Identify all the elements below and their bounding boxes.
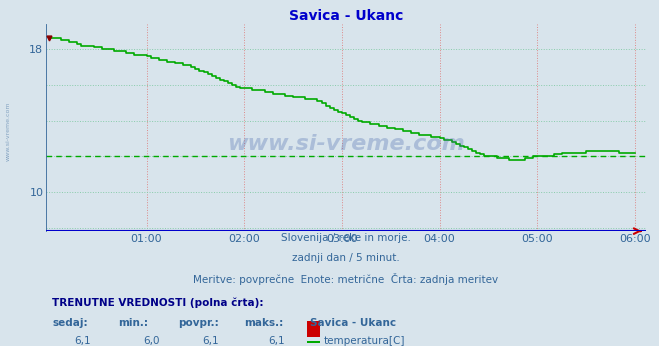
Text: maks.:: maks.:	[244, 318, 283, 328]
Bar	[307, 321, 320, 337]
Text: temperatura[C]: temperatura[C]	[324, 336, 405, 346]
Text: TRENUTNE VREDNOSTI (polna črta):: TRENUTNE VREDNOSTI (polna črta):	[52, 298, 264, 309]
Title: Savica - Ukanc: Savica - Ukanc	[289, 9, 403, 23]
Text: www.si-vreme.com: www.si-vreme.com	[227, 134, 465, 154]
Text: 6,1: 6,1	[269, 336, 285, 346]
Text: Meritve: povprečne  Enote: metrične  Črta: zadnja meritev: Meritve: povprečne Enote: metrične Črta:…	[193, 273, 499, 285]
Text: sedaj:: sedaj:	[52, 318, 88, 328]
Text: Slovenija / reke in morje.: Slovenija / reke in morje.	[281, 233, 411, 243]
Text: 6,1: 6,1	[74, 336, 90, 346]
Text: 6,1: 6,1	[203, 336, 219, 346]
Text: zadnji dan / 5 minut.: zadnji dan / 5 minut.	[292, 253, 400, 263]
Text: povpr.:: povpr.:	[178, 318, 219, 328]
Text: www.si-vreme.com: www.si-vreme.com	[5, 102, 11, 161]
Text: min.:: min.:	[118, 318, 148, 328]
Text: Savica - Ukanc: Savica - Ukanc	[310, 318, 396, 328]
Bar	[307, 342, 320, 346]
Text: 6,0: 6,0	[143, 336, 159, 346]
